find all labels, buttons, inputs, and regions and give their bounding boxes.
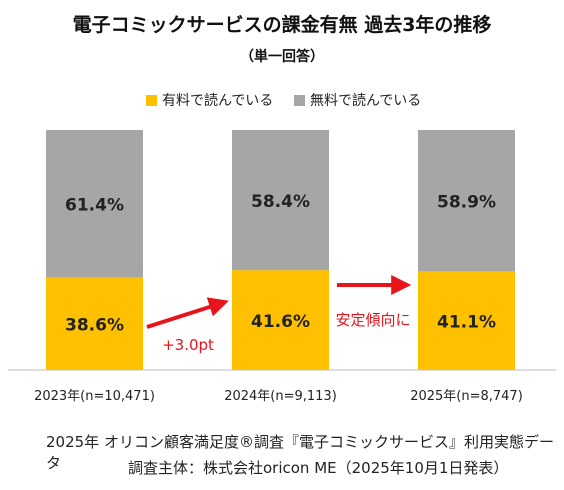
footer-source: 2025年 オリコン顧客満足度®調査『電子コミックサービス』利用実態データ	[46, 433, 554, 472]
bar-paid-1	[232, 270, 329, 370]
data-label-paid-1: 41.6%	[251, 312, 310, 332]
bar-free-0	[46, 130, 143, 278]
bar-paid-2	[418, 271, 515, 370]
legend-swatch-free	[294, 94, 305, 106]
bar-paid-0	[46, 277, 143, 370]
x-tick-label-0: 2023年(n=10,471)	[34, 389, 155, 404]
data-label-free-0: 61.4%	[65, 196, 124, 216]
data-label-paid-2: 41.1%	[437, 313, 496, 333]
x-tick-label-2: 2025年(n=8,747)	[410, 389, 523, 404]
legend-item-free: 無料で読んでいる	[294, 90, 421, 110]
data-label-free-1: 58.4%	[251, 192, 310, 212]
annotation-label-1: +3.0pt	[162, 336, 214, 354]
chart-title: 電子コミックサービスの課金有無 過去3年の推移	[72, 14, 492, 36]
annotation-label-2: 安定傾向に	[335, 311, 410, 329]
data-label-free-2: 58.9%	[437, 193, 496, 213]
footer-publisher: 調査主体：株式会社oricon ME（2025年10月1日発表）	[128, 459, 509, 477]
chart-subtitle: （単一回答）	[240, 49, 324, 65]
data-label-paid-0: 38.6%	[65, 316, 124, 336]
legend-item-paid: 有料で読んでいる	[146, 90, 273, 110]
legend-label-free: 無料で読んでいる	[310, 93, 422, 109]
bar-free-2	[418, 130, 515, 272]
trend-arrow-1	[146, 297, 229, 329]
legend-label-paid: 有料で読んでいる	[162, 93, 274, 109]
legend-swatch-paid	[146, 94, 157, 106]
x-tick-label-1: 2024年(n=9,113)	[224, 389, 337, 404]
bar-free-1	[232, 130, 329, 271]
